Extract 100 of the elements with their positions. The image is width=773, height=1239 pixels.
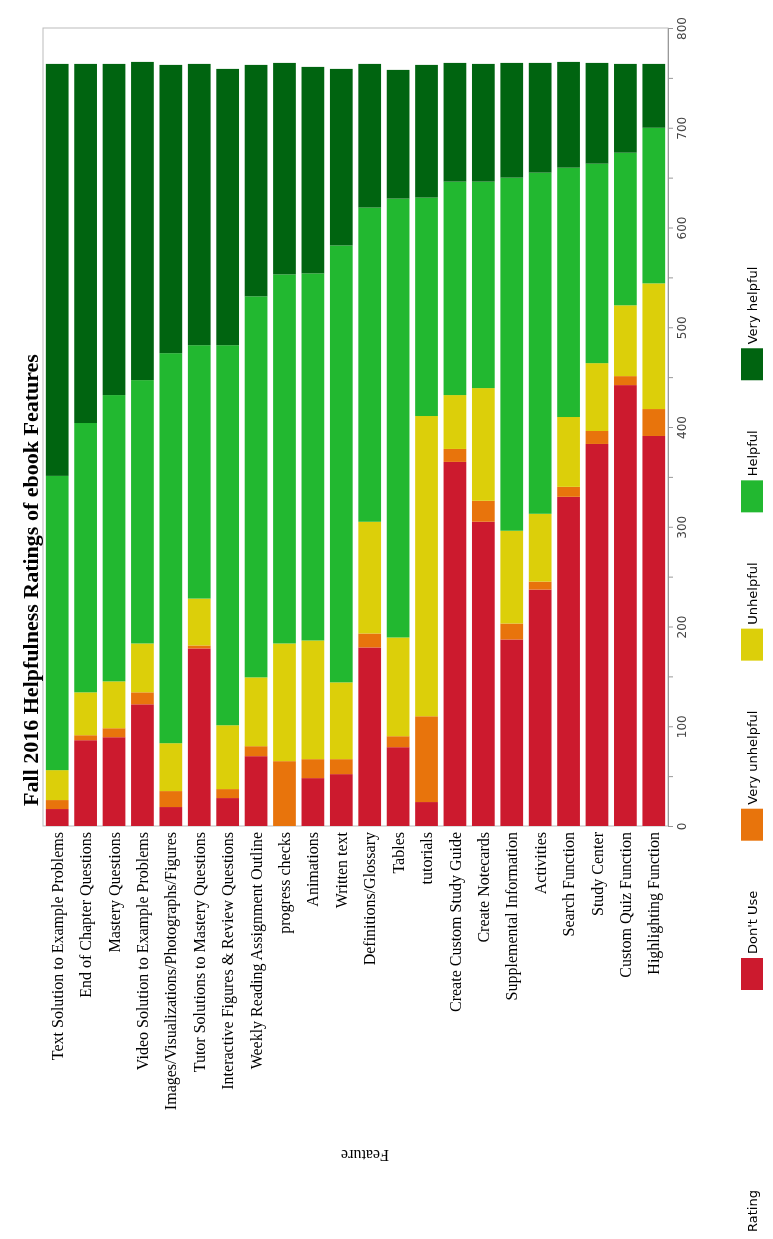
bar — [614, 376, 637, 386]
bar — [500, 639, 524, 826]
bar — [614, 385, 637, 826]
bar — [358, 521, 382, 634]
bar — [216, 725, 240, 790]
bar — [642, 283, 666, 410]
bar — [159, 743, 183, 792]
bar — [102, 728, 126, 738]
bar — [642, 409, 666, 436]
bar — [187, 345, 211, 599]
bar — [216, 345, 240, 726]
bar — [358, 647, 382, 826]
bar — [500, 62, 524, 178]
bar — [585, 443, 609, 826]
text: Don't Use — [744, 890, 760, 954]
bar — [415, 64, 438, 198]
bar — [415, 802, 438, 826]
x-tick-label: Mastery Questions — [105, 832, 124, 953]
bar — [443, 181, 467, 396]
bar — [159, 807, 183, 826]
x-tick-label: Tables — [389, 832, 407, 874]
x-tick-label: Tutor Solutions to Mastery Questions — [190, 832, 209, 1073]
bar — [187, 645, 211, 649]
bar — [187, 648, 211, 826]
bar — [329, 682, 353, 760]
bar — [102, 737, 126, 826]
bar — [74, 423, 97, 693]
legend-title: Rating — [744, 1190, 760, 1232]
bar — [216, 789, 240, 799]
bar — [585, 62, 609, 164]
bar — [329, 68, 353, 246]
bar — [159, 64, 183, 354]
bar — [443, 62, 467, 182]
bar — [273, 761, 296, 826]
bar — [301, 273, 325, 641]
bar — [642, 127, 666, 284]
bar — [45, 809, 69, 826]
x-tick-label: Create Custom Study Guide — [446, 832, 465, 1012]
y-tick-label: 300 — [675, 515, 689, 539]
bar — [329, 774, 353, 826]
x-axis-title: Feature — [341, 1147, 389, 1164]
bar — [386, 747, 410, 826]
bar — [244, 296, 268, 678]
bar — [528, 172, 552, 514]
bar — [187, 63, 211, 346]
bar — [557, 167, 580, 418]
bar — [102, 63, 126, 396]
y-tick-label: 100 — [675, 715, 689, 739]
bar — [273, 62, 296, 275]
bar — [557, 417, 580, 487]
bar — [500, 530, 524, 624]
bar — [244, 746, 268, 757]
bar — [443, 461, 467, 826]
bar — [159, 353, 183, 744]
x-tick-label: Definitions/Glossary — [361, 832, 380, 966]
bar — [216, 68, 240, 346]
bar — [358, 207, 382, 522]
bar — [614, 63, 637, 153]
bar — [358, 63, 382, 208]
bar — [415, 716, 438, 803]
bar — [557, 496, 580, 826]
bar — [528, 581, 552, 590]
bar — [273, 643, 296, 762]
bar — [585, 163, 609, 364]
x-tick-label: Supplemental Information — [503, 832, 522, 1001]
bar — [500, 623, 524, 640]
bar — [386, 69, 410, 199]
bar — [443, 395, 467, 449]
bar — [131, 643, 154, 693]
bar — [131, 61, 154, 381]
bar — [471, 500, 495, 522]
x-tick-label: Interactive Figures & Review Questions — [219, 832, 238, 1090]
bar — [642, 435, 666, 826]
bar — [301, 640, 325, 760]
bar — [614, 152, 637, 306]
y-tick-label: 500 — [675, 316, 689, 340]
bar — [159, 791, 183, 808]
bar — [471, 63, 495, 182]
y-tick-label: 400 — [675, 416, 689, 439]
x-tick-label: Search Function — [560, 832, 578, 937]
bar — [45, 800, 69, 810]
bar — [45, 475, 69, 771]
bar — [131, 380, 154, 644]
bar — [386, 736, 410, 748]
bar — [45, 63, 69, 476]
x-tick-label: Text Solution to Example Problems — [48, 832, 67, 1061]
bar — [415, 197, 438, 417]
bar — [244, 64, 268, 297]
bar — [415, 416, 438, 717]
x-tick-label: Weekly Reading Assignment Outline — [247, 832, 266, 1070]
bar — [301, 778, 325, 826]
y-tick-label: 700 — [675, 116, 689, 140]
bar — [471, 521, 495, 826]
bar — [386, 637, 410, 737]
bar — [443, 448, 467, 462]
x-tick-label: Highlighting Function — [645, 832, 664, 975]
x-tick-label: Images/Visualizations/Photographs/Figures — [162, 832, 181, 1111]
bar — [187, 598, 211, 646]
x-tick-label: progress checks — [276, 832, 295, 934]
bar — [273, 274, 296, 644]
